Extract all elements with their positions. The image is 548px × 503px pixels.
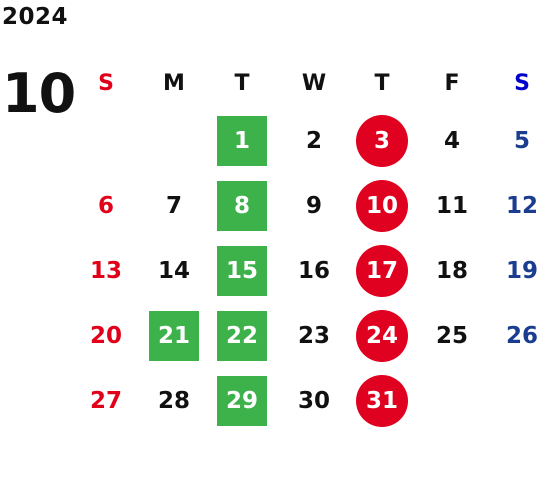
day-cell: 6 bbox=[97, 192, 114, 219]
weekday-sunday: S bbox=[98, 70, 114, 96]
weekday-thursday: T bbox=[374, 70, 390, 96]
weekday-friday: F bbox=[444, 70, 460, 96]
day-cell: 21 bbox=[140, 303, 208, 368]
green-marked-day: 1 bbox=[217, 115, 267, 166]
day-cell: 16 bbox=[297, 257, 330, 284]
red-circled-day: 24 bbox=[356, 309, 408, 362]
week-row: 6 7 8 9 10 11 12 bbox=[72, 173, 548, 238]
green-marked-day: 21 bbox=[149, 310, 199, 361]
green-marked-day: 8 bbox=[217, 180, 267, 231]
weekday-header-row: S M T W T F S bbox=[72, 58, 548, 108]
day-cell: 1 bbox=[208, 108, 276, 173]
day-cell: 7 bbox=[165, 192, 182, 219]
green-marked-day: 15 bbox=[217, 245, 267, 296]
day-cell: 17 bbox=[348, 238, 416, 303]
day-cell bbox=[488, 368, 548, 433]
weekday-tuesday: T bbox=[234, 70, 250, 96]
day-cell: 4 bbox=[443, 127, 460, 154]
day-cell bbox=[140, 108, 208, 173]
week-row: 27 28 29 30 31 bbox=[72, 368, 548, 433]
day-cell bbox=[418, 368, 486, 433]
day-cell: 22 bbox=[208, 303, 276, 368]
day-cell: 28 bbox=[157, 387, 190, 414]
month-number: 10 bbox=[2, 62, 76, 125]
day-cell: 14 bbox=[157, 257, 190, 284]
green-marked-day: 22 bbox=[217, 310, 267, 361]
day-cell: 2 bbox=[305, 127, 322, 154]
day-cell: 8 bbox=[208, 173, 276, 238]
weekday-saturday: S bbox=[514, 70, 530, 96]
calendar-grid: S M T W T F S 1 2 3 4 5 6 7 8 9 10 11 12 bbox=[72, 58, 548, 433]
day-cell: 29 bbox=[208, 368, 276, 433]
day-cell: 25 bbox=[435, 322, 468, 349]
day-cell: 10 bbox=[348, 173, 416, 238]
year-label: 2024 bbox=[2, 4, 69, 30]
day-cell: 9 bbox=[305, 192, 322, 219]
day-cell: 27 bbox=[89, 387, 122, 414]
day-cell: 19 bbox=[505, 257, 538, 284]
week-row: 20 21 22 23 24 25 26 bbox=[72, 303, 548, 368]
weekday-monday: M bbox=[163, 70, 185, 96]
day-cell: 15 bbox=[208, 238, 276, 303]
day-cell bbox=[72, 108, 140, 173]
green-marked-day: 29 bbox=[217, 375, 267, 426]
day-cell: 26 bbox=[505, 322, 538, 349]
week-row: 13 14 15 16 17 18 19 bbox=[72, 238, 548, 303]
red-circled-day: 17 bbox=[356, 244, 408, 297]
day-cell: 3 bbox=[348, 108, 416, 173]
red-circled-day: 3 bbox=[356, 114, 408, 167]
day-cell: 12 bbox=[505, 192, 538, 219]
red-circled-day: 31 bbox=[356, 374, 408, 427]
day-cell: 30 bbox=[297, 387, 330, 414]
weekday-wednesday: W bbox=[301, 70, 327, 96]
red-circled-day: 10 bbox=[356, 179, 408, 232]
day-cell: 11 bbox=[435, 192, 468, 219]
day-cell: 24 bbox=[348, 303, 416, 368]
day-cell: 5 bbox=[513, 127, 530, 154]
week-row: 1 2 3 4 5 bbox=[72, 108, 548, 173]
day-cell: 23 bbox=[297, 322, 330, 349]
day-cell: 18 bbox=[435, 257, 468, 284]
day-cell: 31 bbox=[348, 368, 416, 433]
day-cell: 13 bbox=[89, 257, 122, 284]
day-cell: 20 bbox=[89, 322, 122, 349]
